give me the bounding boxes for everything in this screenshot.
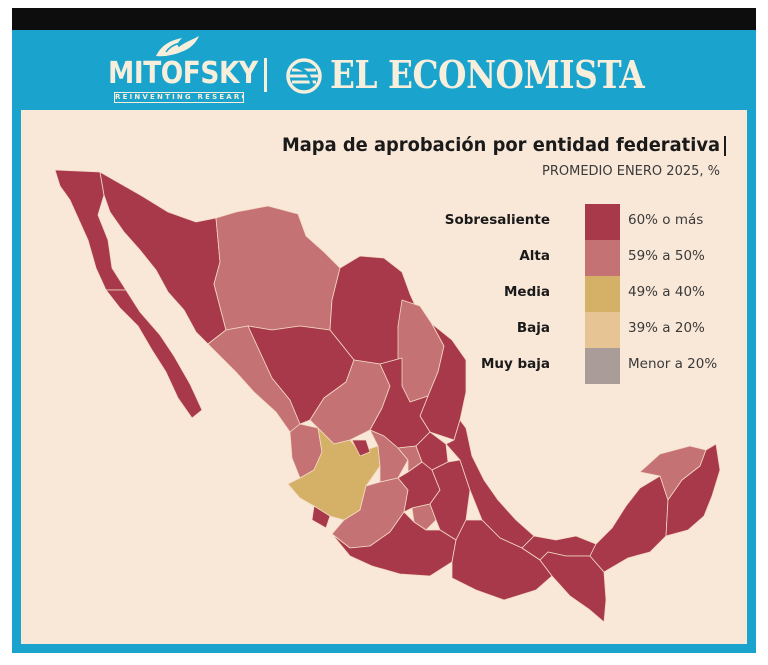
legend-range: Menor a 20%	[628, 356, 718, 372]
title-bar-mark	[724, 136, 726, 156]
globe-logo-icon	[286, 58, 322, 94]
map-subtitle: PROMEDIO ENERO 2025, %	[542, 164, 720, 179]
state-colima	[311, 505, 331, 529]
state-guerrero	[331, 511, 457, 577]
mitofsky-logo: MITOFSKY REINVENTING RESEARCH	[108, 34, 258, 106]
state-sonora	[99, 171, 227, 345]
legend-row-sobresaliente: Sobresaliente 60% o más	[445, 204, 730, 240]
state-aguascalientes	[351, 439, 371, 457]
state-morelos	[411, 503, 437, 531]
legend-swatch	[585, 348, 620, 384]
header-divider	[264, 58, 267, 92]
legend-swatch	[585, 276, 620, 312]
legend-category: Media	[504, 284, 550, 300]
legend-range: 60% o más	[628, 212, 704, 228]
legend-range: 59% a 50%	[628, 248, 705, 264]
legend-row-media: Media 49% a 40%	[470, 276, 730, 312]
state-baja-california-sur	[105, 289, 203, 419]
legend-row-alta: Alta 59% a 50%	[470, 240, 730, 276]
header-band	[12, 30, 756, 110]
bird-logo-icon	[156, 36, 199, 57]
state-chiapas	[539, 551, 607, 623]
legend-category: Baja	[516, 320, 550, 336]
legend-category: Alta	[519, 248, 550, 264]
legend-range: 49% a 40%	[628, 284, 705, 300]
legend-row-muy-baja: Muy baja Menor a 20%	[470, 348, 730, 384]
state-campeche	[589, 475, 669, 573]
map-title: Mapa de aprobación por entidad federativ…	[281, 134, 720, 156]
top-black-bar	[12, 8, 756, 30]
legend-category: Sobresaliente	[444, 212, 550, 228]
mitofsky-tagline: REINVENTING RESEARCH	[114, 92, 244, 103]
state-tamaulipas	[419, 323, 467, 441]
legend-range: 39% a 20%	[628, 320, 705, 336]
legend-swatch	[585, 240, 620, 276]
state-chihuahua	[213, 205, 341, 331]
state-quintana-roo	[665, 443, 721, 537]
legend-swatch	[585, 204, 620, 240]
legend-swatch	[585, 312, 620, 348]
el-economista-wordmark: EL ECONOMISTA	[330, 52, 645, 97]
legend-category: Muy baja	[480, 356, 550, 372]
legend-row-baja: Baja 39% a 20%	[470, 312, 730, 348]
